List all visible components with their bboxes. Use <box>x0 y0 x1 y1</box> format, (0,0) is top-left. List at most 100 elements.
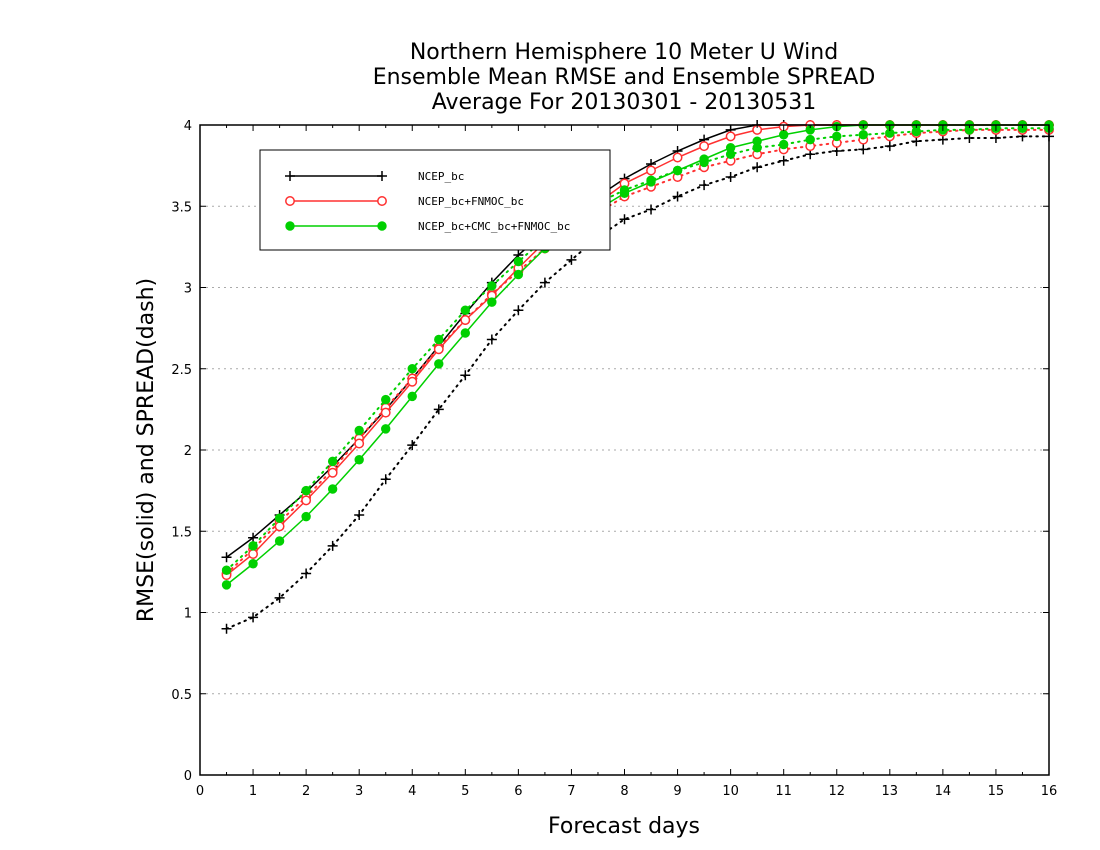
series-2-spread-point <box>487 281 497 291</box>
series-2-spread-point <box>460 305 471 315</box>
legend-marker-left-2 <box>285 221 295 231</box>
series-2-rmse-point <box>381 424 391 434</box>
y-tick-label: 4 <box>184 119 192 134</box>
x-axis-ticks: 0 1 2 3 4 5 6 7 8 9 10 11 12 13 14 15 16 <box>196 125 1057 799</box>
series-2-rmse-point <box>301 511 311 522</box>
legend-label-2: NCEP_bc+CMC_bc+FNMOC_bc <box>418 220 570 233</box>
series-2-rmse-point <box>752 136 762 146</box>
series-0-spread-point <box>301 568 312 579</box>
title-line-1: Northern Hemisphere 10 Meter U Wind <box>410 40 838 65</box>
x-tick-label: 7 <box>567 784 575 799</box>
y-tick-label: 3 <box>184 282 192 297</box>
series-1-rmse-point <box>274 521 285 532</box>
chart-title: Northern Hemisphere 10 Meter U WindEnsem… <box>373 40 876 115</box>
series-1-rmse-point <box>327 467 338 478</box>
series-group <box>221 120 1054 634</box>
series-0-rmse-point <box>221 552 232 563</box>
legend: NCEP_bc NCEP_bc+FNMOC_bc NCEP_bc+CMC_bc+FN… <box>259 149 611 251</box>
series-2-spread-point <box>434 334 444 345</box>
series-2-spread-point <box>832 131 842 142</box>
series-0-spread-point <box>646 204 657 215</box>
series-2-spread-point <box>513 256 524 267</box>
x-tick-label: 3 <box>355 784 363 799</box>
series-0-spread-point <box>248 612 259 623</box>
series-0-spread-point <box>407 440 418 451</box>
series-2 <box>221 120 1054 590</box>
series-2-rmse-point <box>407 391 417 402</box>
series-0-spread-point <box>513 305 524 316</box>
x-tick-label: 11 <box>775 784 792 799</box>
series-2-spread-point <box>354 425 364 436</box>
series-2-rmse-point <box>646 177 656 187</box>
series-0-spread-point <box>699 180 710 191</box>
series-1-rmse-point <box>301 495 312 506</box>
x-tick-label: 6 <box>514 784 522 799</box>
x-tick-label: 8 <box>620 784 628 799</box>
legend-box <box>259 149 611 251</box>
series-0-spread-point <box>619 214 630 225</box>
x-tick-label: 2 <box>302 784 310 799</box>
series-2-rmse-point <box>354 455 364 465</box>
series-2-rmse-point <box>513 269 524 280</box>
series-0-spread-point <box>354 510 365 520</box>
series-1-rmse-point <box>380 407 391 418</box>
series-2-rmse-point <box>274 536 285 546</box>
series-2-rmse-point <box>619 188 630 198</box>
y-tick-label: 1 <box>184 607 192 622</box>
series-2-spread-point <box>407 364 417 374</box>
series-2-spread-line <box>225 127 1050 572</box>
x-axis-title: Forecast days <box>548 814 700 839</box>
title-line-3: Average For 20130301 - 20130531 <box>432 90 817 115</box>
x-tick-label: 12 <box>828 784 845 799</box>
y-tick-label: 0.5 <box>171 688 192 703</box>
y-axis-title: RMSE(solid) and SPREAD(dash) <box>134 278 159 622</box>
series-2-spread-point <box>858 130 868 140</box>
series-0-spread-point <box>725 172 736 182</box>
series-2-spread-point <box>221 565 232 575</box>
series-2-spread-point <box>805 134 815 145</box>
series-2-spread-point <box>248 541 258 551</box>
series-1-rmse-point <box>646 165 656 176</box>
y-tick-label: 1.5 <box>171 525 192 540</box>
title-line-2: Ensemble Mean RMSE and Ensemble SPREAD <box>373 65 876 90</box>
series-2-spread-point <box>274 513 285 523</box>
series-0-spread-point <box>274 592 285 603</box>
series-1-rmse-point <box>460 315 471 325</box>
series-1-rmse-point <box>672 152 683 163</box>
x-tick-label: 0 <box>196 784 204 799</box>
series-1-rmse-point <box>354 438 365 449</box>
series-2-rmse-point <box>434 359 444 369</box>
legend-marker-left-1 <box>285 196 295 206</box>
series-1-rmse-point <box>407 376 418 387</box>
series-2-rmse-point <box>248 559 258 569</box>
legend-label-0: NCEP_bc <box>418 170 464 183</box>
series-0-rmse-point <box>248 532 259 543</box>
series-0-spread-point <box>460 370 471 381</box>
x-tick-label: 16 <box>1041 784 1058 799</box>
series-1-rmse-point <box>248 549 259 559</box>
series-2-spread-point <box>381 394 391 405</box>
series-0-spread-point <box>672 191 683 202</box>
series-0-spread-line <box>225 135 1050 630</box>
x-tick-label: 14 <box>935 784 952 799</box>
series-2-rmse-point <box>327 484 338 494</box>
series-0-spread-point <box>884 141 895 152</box>
series-2-spread-point <box>778 139 789 150</box>
legend-marker-right-0 <box>377 171 387 181</box>
series-2-rmse-point <box>778 130 789 140</box>
x-tick-label: 4 <box>408 784 416 799</box>
y-tick-label: 2 <box>184 444 192 459</box>
legend-label-1: NCEP_bc+FNMOC_bc <box>418 195 524 208</box>
series-1-rmse-point <box>433 344 444 355</box>
gridlines <box>200 205 1049 695</box>
x-tick-label: 10 <box>722 784 739 799</box>
series-0-spread-point <box>539 277 550 288</box>
series-0-spread-point <box>752 162 763 173</box>
series-2-rmse-point <box>672 165 683 176</box>
series-2-rmse-point <box>725 143 736 153</box>
x-tick-label: 13 <box>882 784 899 799</box>
series-0-spread-point <box>566 254 577 265</box>
series-0-spread-point <box>327 540 338 551</box>
series-2-spread-point <box>327 456 338 467</box>
